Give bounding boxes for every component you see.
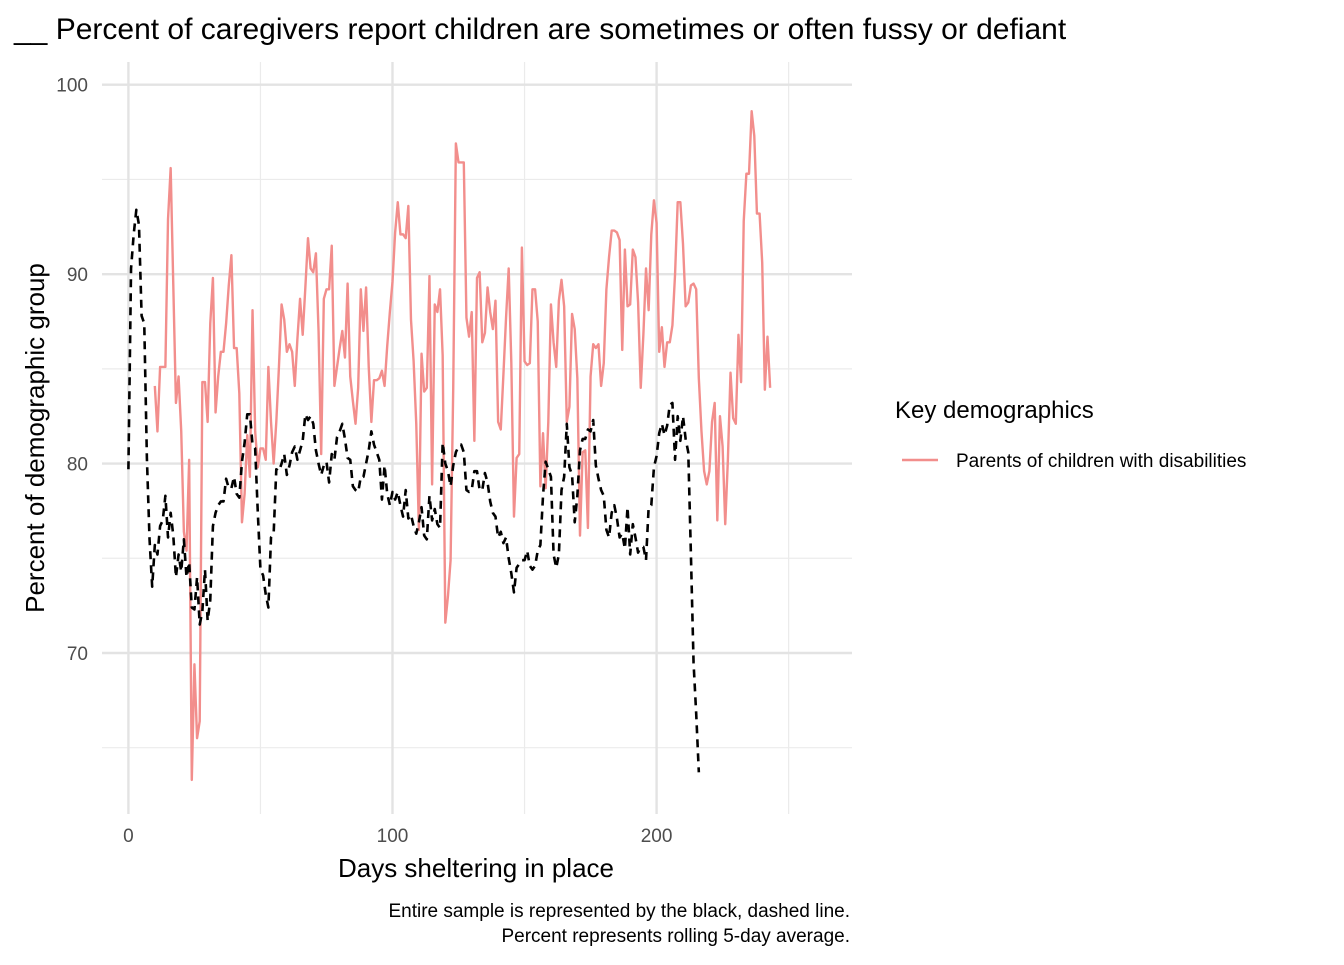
series-layer	[127, 110, 772, 782]
y-tick-label: 90	[67, 265, 88, 286]
series-line-disabilities	[153, 110, 772, 782]
grid	[102, 62, 852, 814]
y-tick-label: 100	[56, 76, 88, 97]
x-axis-label: Days sheltering in place	[338, 853, 614, 883]
legend-entry-disabilities: Parents of children with disabilities	[956, 451, 1246, 472]
legend-title: Key demographics	[895, 397, 1094, 424]
axes: 0 100 200 70 80 90 100	[56, 76, 672, 847]
caption-line-1: Entire sample is represented by the blac…	[388, 901, 850, 922]
legend: Key demographics Parents of children wit…	[895, 397, 1246, 472]
y-axis-label: Percent of demographic group	[20, 263, 50, 613]
series-line-entire-sample	[127, 208, 701, 773]
caption-line-2: Percent represents rolling 5-day average…	[501, 926, 850, 947]
y-tick-label: 80	[67, 455, 88, 476]
chart-title: __ Percent of caregivers report children…	[13, 13, 1067, 46]
y-tick-label: 70	[67, 644, 88, 665]
x-tick-label: 200	[641, 826, 673, 847]
x-tick-label: 100	[377, 826, 409, 847]
x-tick-label: 0	[123, 826, 134, 847]
